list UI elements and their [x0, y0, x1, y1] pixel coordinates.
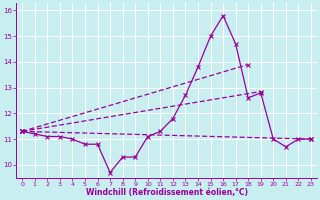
- X-axis label: Windchill (Refroidissement éolien,°C): Windchill (Refroidissement éolien,°C): [85, 188, 248, 197]
